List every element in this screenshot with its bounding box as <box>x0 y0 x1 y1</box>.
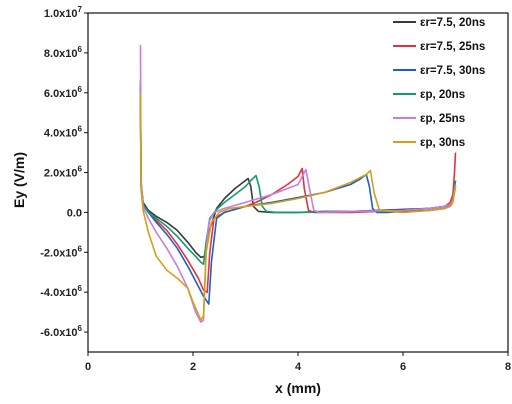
plot-lines <box>139 44 457 323</box>
legend: εr=7.5, 20ns εr=7.5, 25ns εr=7.5, 30ns εp, … <box>393 17 485 149</box>
y-tick-label: 0.0 <box>67 207 82 219</box>
y-tick-label: -2.0x106 <box>40 244 82 259</box>
legend-label-2: εr=7.5, 25ns <box>420 41 485 53</box>
x-tick-label: 4 <box>295 361 302 373</box>
x-tick-label: 6 <box>400 361 406 373</box>
y-tick-label: 4.0x106 <box>44 125 83 140</box>
y-tick-label: 1.0x107 <box>44 5 83 20</box>
legend-label-6: εp, 30ns <box>420 137 465 149</box>
axis-ticks: 0 2 4 6 8 1.0x107 8.0x106 6.0x106 4.0x106 2.0x106… <box>40 5 511 373</box>
x-tick-label: 8 <box>505 361 511 373</box>
series-line-5 <box>139 44 457 323</box>
y-tick-label: -6.0x106 <box>40 324 82 339</box>
series-line-6 <box>139 92 457 321</box>
y-tick-label: 8.0x106 <box>44 45 83 60</box>
legend-label-4: εp, 20ns <box>420 89 465 101</box>
legend-label-1: εr=7.5, 20ns <box>420 17 485 29</box>
series-line-1 <box>139 88 457 259</box>
y-tick-label: -4.0x106 <box>40 284 82 299</box>
x-tick-label: 2 <box>190 361 196 373</box>
y-tick-label: 2.0x106 <box>44 165 83 180</box>
plot-frame <box>87 12 509 353</box>
y-tick-label: 6.0x106 <box>44 85 83 100</box>
y-axis-label: Ey (V/m) <box>11 152 27 208</box>
x-axis-label: x (mm) <box>275 380 321 396</box>
series-line-3 <box>139 80 457 305</box>
x-tick-label: 0 <box>85 361 91 373</box>
series-line-4 <box>139 84 457 266</box>
legend-label-5: εp, 25ns <box>420 113 465 125</box>
legend-label-3: εr=7.5, 30ns <box>420 65 485 77</box>
series-line-2 <box>139 94 457 294</box>
